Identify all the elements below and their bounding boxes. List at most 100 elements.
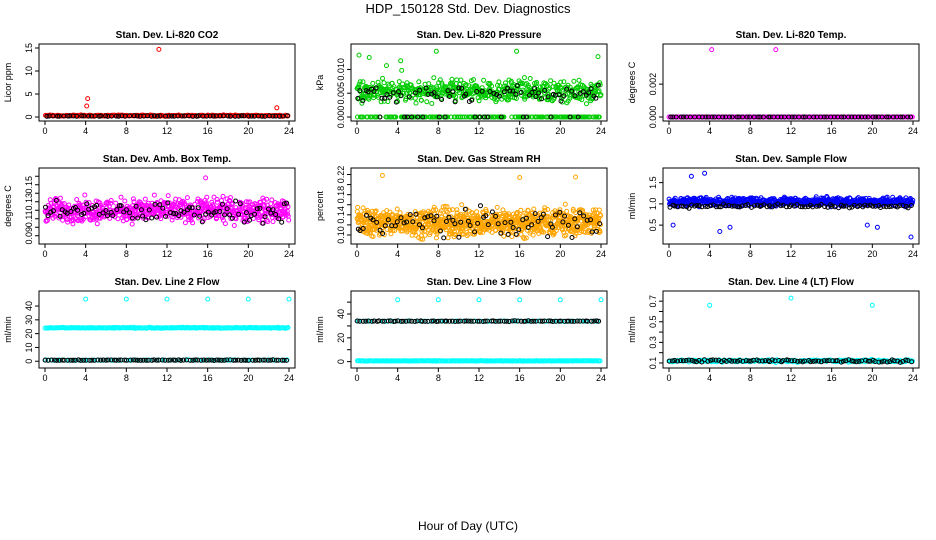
x-tick-label: 4	[83, 126, 88, 136]
data-point	[574, 224, 580, 230]
data-point	[525, 225, 531, 230]
data-point	[557, 209, 563, 215]
panel-title: Stan. Dev. Li-820 CO2	[116, 30, 219, 41]
y-tick-label: 0.10	[336, 226, 346, 244]
data-point	[507, 88, 513, 94]
x-tick-label: 4	[83, 249, 88, 259]
series-all-samples	[42, 296, 292, 331]
data-point	[367, 114, 373, 120]
data-point	[391, 84, 397, 90]
y-axis-label: degrees C	[627, 61, 637, 103]
data-point	[436, 114, 442, 120]
x-tick-label: 24	[284, 373, 294, 383]
data-point	[454, 207, 460, 213]
data-point	[392, 223, 398, 229]
data-point	[501, 233, 507, 239]
data-point	[558, 98, 564, 104]
outlier-point	[517, 297, 523, 303]
data-point	[468, 318, 474, 324]
x-tick-label: 20	[243, 249, 253, 259]
data-point	[479, 88, 485, 94]
data-point	[567, 114, 573, 120]
data-point	[262, 357, 268, 363]
data-point	[490, 318, 496, 324]
data-point	[577, 210, 583, 216]
data-point	[462, 206, 468, 212]
data-point	[385, 318, 391, 324]
plot-frame	[38, 43, 296, 122]
x-tick-label: 0	[666, 249, 671, 259]
data-point	[531, 318, 537, 324]
data-point	[485, 222, 491, 228]
outlier-point	[773, 47, 779, 53]
data-point	[900, 114, 906, 120]
data-point	[65, 357, 71, 363]
data-point	[794, 202, 800, 207]
data-point	[262, 214, 268, 220]
y-axis-label: ml/min	[315, 316, 325, 343]
data-point	[396, 89, 401, 95]
data-point	[220, 193, 226, 199]
data-point	[518, 80, 523, 86]
data-point	[133, 357, 139, 363]
data-point	[169, 113, 175, 119]
series-reference	[354, 318, 602, 324]
data-point	[513, 91, 519, 97]
figure-x-axis-label: Hour of Day (UTC)	[418, 519, 518, 533]
data-point	[678, 114, 684, 120]
data-point	[847, 205, 852, 211]
data-point	[561, 93, 567, 99]
series-all-samples	[42, 175, 292, 228]
data-point	[224, 206, 230, 212]
data-point	[420, 114, 426, 120]
data-point	[135, 215, 141, 221]
y-tick-label: 1.0	[648, 198, 658, 211]
data-point	[217, 209, 223, 214]
data-point	[549, 224, 555, 230]
data-point	[593, 228, 599, 234]
x-tick-label: 20	[243, 126, 253, 136]
y-tick-label: 20	[336, 333, 346, 343]
x-tick-label: 24	[596, 249, 606, 259]
data-point	[481, 77, 487, 83]
data-point	[401, 220, 407, 226]
data-point	[737, 204, 743, 210]
data-point	[143, 357, 149, 363]
data-point	[487, 89, 493, 94]
data-point	[44, 113, 50, 119]
data-point	[873, 203, 878, 209]
outlier-point	[85, 96, 91, 102]
data-point	[404, 219, 410, 225]
outlier-point	[476, 297, 482, 303]
data-point	[381, 80, 387, 86]
data-point	[87, 357, 93, 363]
data-point	[905, 205, 911, 211]
series-reference	[355, 82, 601, 120]
data-point	[247, 199, 253, 205]
data-point	[524, 358, 530, 364]
data-point	[75, 209, 81, 215]
outlier-point	[595, 54, 601, 60]
y-tick-label: 0	[336, 359, 346, 364]
data-point	[146, 207, 152, 213]
data-point	[113, 357, 119, 363]
data-point	[371, 88, 377, 94]
x-tick-label: 8	[436, 126, 441, 136]
outlier-point	[688, 173, 694, 179]
data-point	[82, 192, 88, 198]
data-point	[424, 99, 430, 105]
data-point	[380, 231, 386, 236]
data-point	[905, 114, 911, 120]
x-tick-label: 12	[474, 126, 484, 136]
x-tick-label: 12	[786, 126, 796, 136]
data-point	[516, 227, 522, 233]
data-point	[151, 357, 157, 363]
outlier-point	[83, 296, 89, 302]
x-tick-label: 8	[436, 249, 441, 259]
y-axis-label: kPa	[315, 75, 325, 91]
data-point	[534, 79, 540, 85]
data-point	[238, 357, 244, 363]
y-tick-label: 30	[24, 315, 34, 325]
data-point	[466, 83, 472, 89]
data-point	[285, 113, 290, 119]
